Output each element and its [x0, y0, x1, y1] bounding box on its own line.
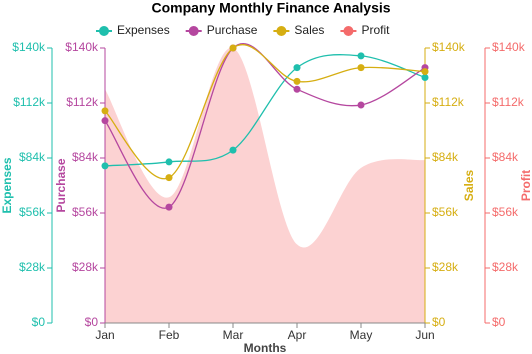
- point: [357, 101, 365, 109]
- x-tick-label: Feb: [159, 328, 180, 342]
- point: [293, 85, 301, 93]
- point: [421, 68, 429, 76]
- point: [293, 64, 301, 72]
- x-tick-label: Jan: [95, 328, 114, 342]
- point: [421, 73, 429, 81]
- point: [165, 158, 173, 166]
- y-tick-label: $28k: [19, 260, 46, 274]
- point: [101, 162, 109, 170]
- legend-label: Profit: [361, 23, 390, 37]
- point: [293, 77, 301, 85]
- y-tick-label: $84k: [432, 150, 459, 164]
- legend-item: Profit: [340, 23, 390, 37]
- y-tick-label: $0: [432, 315, 446, 329]
- legend-label: Expenses: [117, 23, 170, 37]
- legend-label: Sales: [294, 23, 324, 37]
- y-tick-label: $84k: [492, 150, 519, 164]
- y-tick-label: $56k: [19, 205, 46, 219]
- y-axis-title: Expenses: [0, 157, 14, 213]
- y-tick-label: $112k: [13, 95, 46, 109]
- line: [104, 54, 426, 167]
- x-tick-label: Jun: [415, 328, 434, 342]
- point: [229, 44, 237, 52]
- y-tick-label: $28k: [72, 260, 99, 274]
- y-tick-label: $28k: [432, 260, 459, 274]
- y-tick-label: $140k: [12, 40, 46, 54]
- legend-marker: [188, 26, 199, 36]
- point: [165, 174, 173, 182]
- chart-title: Company Monthly Finance Analysis: [151, 0, 390, 16]
- point: [357, 64, 365, 72]
- point: [357, 52, 365, 60]
- y-tick-label: $140k: [65, 40, 99, 54]
- y-tick-label: $112k: [432, 95, 465, 109]
- legend-marker: [99, 26, 109, 36]
- point: [165, 203, 173, 211]
- y-tick-label: $112k: [492, 95, 525, 109]
- y-tick-label: $140k: [492, 40, 526, 54]
- y-axis-title: Purchase: [54, 158, 68, 212]
- point: [101, 107, 109, 115]
- legend-item: Purchase: [185, 23, 258, 37]
- legend-marker: [343, 26, 354, 36]
- y-tick-label: $112k: [66, 95, 99, 109]
- y-tick-label: $84k: [72, 150, 99, 164]
- y-tick-label: $0: [85, 315, 99, 329]
- y-tick-label: $0: [492, 315, 506, 329]
- point: [229, 146, 237, 154]
- y-tick-label: $140k: [432, 40, 466, 54]
- y-tick-label: $56k: [72, 205, 99, 219]
- y-tick-label: $0: [32, 315, 46, 329]
- y-tick-label: $28k: [492, 260, 519, 274]
- y-tick-label: $56k: [492, 205, 519, 219]
- y-tick-label: $84k: [19, 150, 46, 164]
- x-tick-label: Mar: [223, 328, 244, 342]
- legend-label: Purchase: [207, 23, 258, 37]
- y-tick-label: $56k: [432, 205, 459, 219]
- x-tick-label: Apr: [288, 328, 307, 342]
- legend-item: Sales: [273, 23, 324, 37]
- y-axis-title: Sales: [462, 169, 476, 201]
- area: [105, 47, 425, 324]
- legend-marker: [276, 26, 287, 36]
- x-tick-label: May: [350, 328, 373, 342]
- y-axis-title: Profit: [519, 170, 532, 201]
- point: [101, 117, 109, 125]
- x-axis-title: Months: [244, 341, 287, 354]
- legend-item: Expenses: [96, 23, 170, 37]
